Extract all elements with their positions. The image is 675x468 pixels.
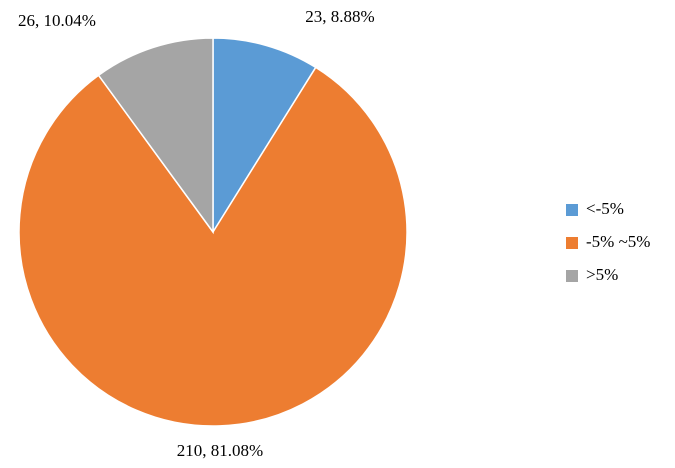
- data-label: 210, 81.08%: [177, 441, 263, 460]
- pie-slice: [97, 37, 214, 235]
- legend-swatch: [566, 237, 578, 249]
- pie-slice: [212, 37, 317, 235]
- data-label: 26, 10.04%: [18, 11, 96, 30]
- data-label: 23, 8.88%: [305, 7, 374, 26]
- pie-slice: [18, 66, 408, 427]
- legend-label: >5%: [586, 265, 618, 284]
- legend-swatch: [566, 204, 578, 216]
- legend-label: <-5%: [586, 199, 624, 218]
- legend-label: -5% ~5%: [586, 232, 650, 251]
- legend-swatch: [566, 270, 578, 282]
